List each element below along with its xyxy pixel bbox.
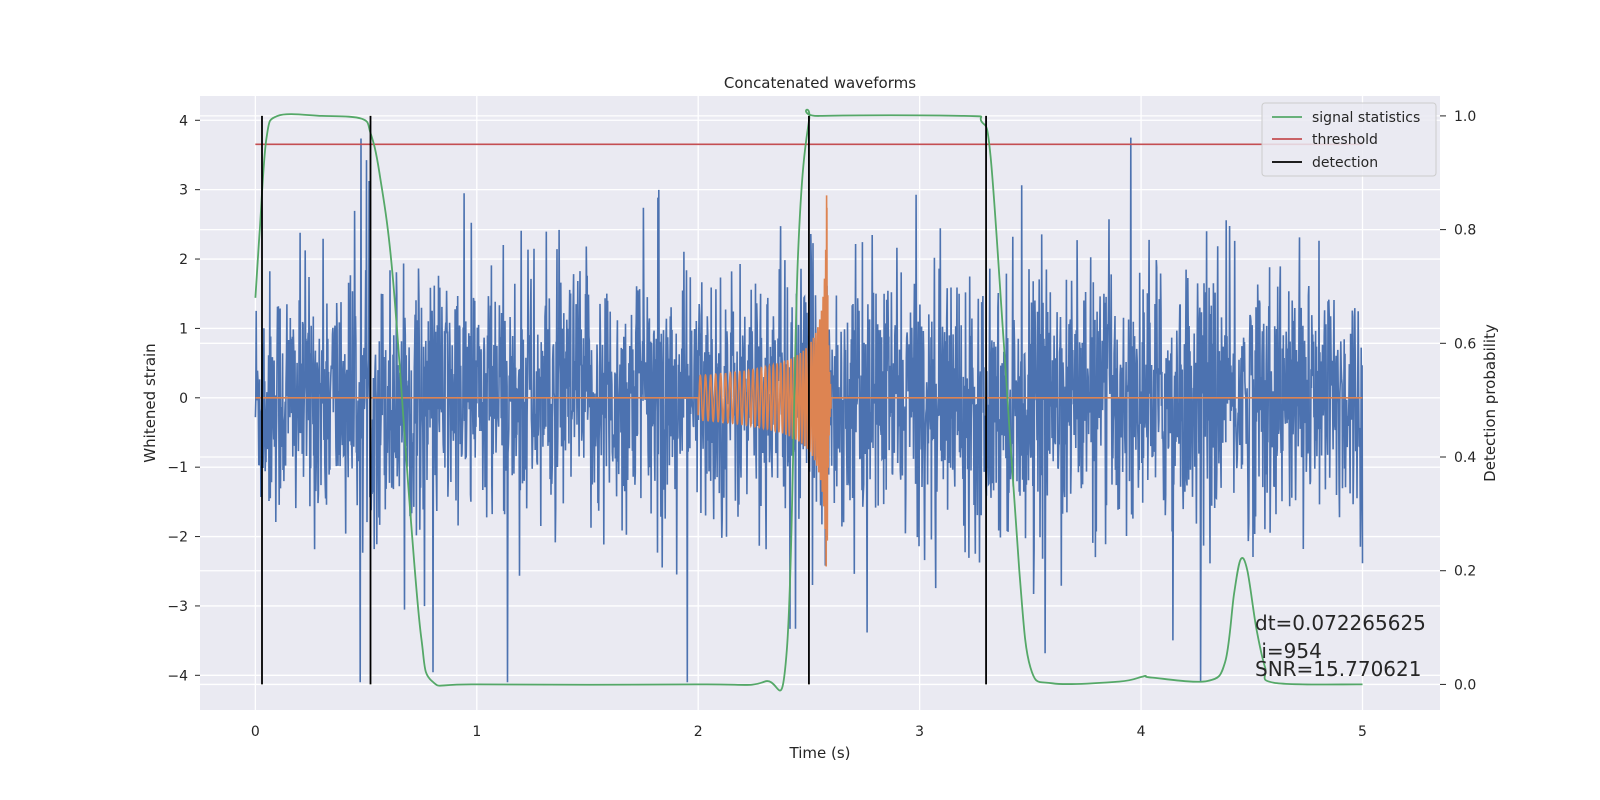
legend-label-threshold: threshold — [1312, 132, 1378, 148]
x-tick-label: 2 — [694, 724, 703, 740]
series-group — [254, 108, 1364, 692]
y2-tick-label: 0.2 — [1454, 564, 1476, 580]
x-tick-label: 3 — [915, 724, 924, 740]
y-tick-label: 1 — [179, 321, 188, 337]
legend-box — [1261, 102, 1437, 177]
y2-tick-label: 0.8 — [1454, 223, 1476, 239]
x-tick-label: 1 — [472, 724, 481, 740]
annotation-i: i=954 — [1255, 639, 1322, 663]
y2-tick-label: 1.0 — [1454, 109, 1476, 125]
chart-title: Concatenated waveforms — [724, 74, 916, 92]
y2-tick-label: 0.4 — [1454, 450, 1476, 466]
y2-tick-label: 0.6 — [1454, 336, 1476, 352]
x-tick-label: 4 — [1137, 724, 1146, 740]
y2-axis-label: Detection probability — [1481, 324, 1499, 482]
x-axis-label: Time (s) — [789, 744, 851, 762]
y-tick-label: −3 — [167, 599, 188, 615]
legend-label-signal-statistics: signal statistics — [1312, 110, 1420, 126]
annotation-snr: SNR=15.770621 — [1255, 657, 1421, 681]
annotation-dt: dt=0.072265625 — [1255, 611, 1426, 635]
y-tick-label: −1 — [167, 460, 188, 476]
y2-tick-label: 0.0 — [1454, 677, 1476, 693]
y-tick-label: 3 — [179, 183, 188, 199]
y-tick-label: 0 — [179, 391, 188, 407]
legend-label-detection: detection — [1312, 155, 1378, 171]
y-tick-label: −4 — [167, 668, 188, 684]
legend: signal statistics threshold detection — [1261, 102, 1437, 177]
x-tick-label: 0 — [251, 724, 260, 740]
y-axis-label: Whitened strain — [141, 343, 159, 462]
series-signal-statistics — [254, 108, 1363, 692]
ticks: 0 1 2 3 4 5 −4 −3 −2 −1 0 1 2 3 4 0.0 0.2 0.4 0.6 0.8 1.0 — [167, 109, 1476, 740]
x-tick-label: 5 — [1358, 724, 1367, 740]
y-tick-label: 4 — [179, 113, 188, 129]
y-tick-label: 2 — [179, 252, 188, 268]
y-tick-label: −2 — [167, 530, 188, 546]
